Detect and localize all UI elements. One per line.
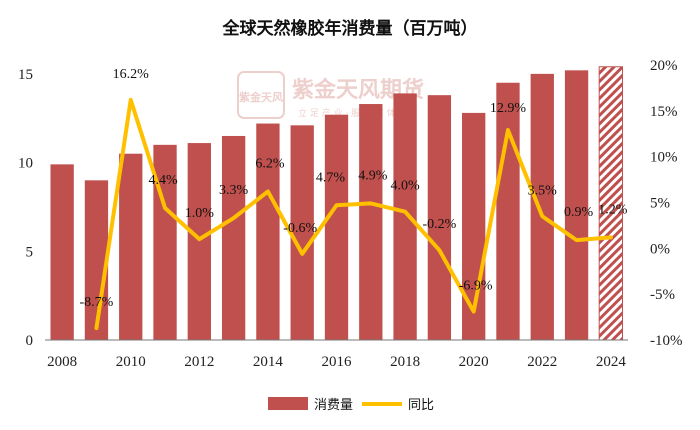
- bar-2022: [530, 73, 554, 340]
- y-right-tick-10: 10%: [650, 150, 678, 166]
- data-label-2019: -0.2%: [422, 217, 456, 232]
- data-label-2011: 4.4%: [148, 173, 178, 188]
- line-yoy: [94, 97, 613, 331]
- data-label-2020: -6.9%: [459, 279, 493, 294]
- data-label-2013: 3.3%: [219, 183, 249, 198]
- data-label-2010: 16.2%: [113, 67, 150, 82]
- x-tick-2016: 2016: [322, 354, 353, 370]
- x-tick-2020: 2020: [459, 354, 489, 370]
- chart-title: 全球天然橡胶年消费量（百万吨）: [222, 19, 478, 39]
- data-label-2018: 4.0%: [391, 179, 421, 194]
- bar-2012: [187, 143, 211, 340]
- x-tick-2010: 2010: [116, 354, 146, 370]
- bar-2018: [393, 93, 417, 340]
- y-right-tick--5: -5%: [650, 287, 675, 303]
- bar-2021: [496, 82, 520, 340]
- x-tick-2012: 2012: [184, 354, 214, 370]
- data-label-2017: 4.9%: [358, 168, 388, 183]
- y-right-tick-0: 0%: [650, 241, 670, 257]
- x-tick-2024: 2024: [596, 354, 627, 370]
- y-right-tick-15: 15%: [650, 104, 678, 120]
- bar-2015: [290, 125, 314, 341]
- bar-2014: [256, 123, 280, 340]
- y-left-tick-15: 15: [18, 67, 33, 83]
- data-label-2021: 12.9%: [490, 101, 527, 116]
- y-left-tick-5: 5: [26, 244, 34, 260]
- x-tick-2018: 2018: [390, 354, 420, 370]
- bar-2023: [564, 70, 589, 341]
- legend-swatch-bar: [268, 397, 308, 410]
- bar-2010: [119, 153, 143, 340]
- bar-2017: [359, 104, 383, 340]
- y-left-tick-0: 0: [26, 333, 34, 349]
- bar-2008: [50, 164, 74, 340]
- y-left-tick-10: 10: [18, 156, 33, 172]
- bar-2019: [427, 95, 452, 341]
- y-right-tick-5: 5%: [650, 196, 670, 212]
- line-series-group: [94, 97, 613, 331]
- x-tick-2008: 2008: [47, 354, 77, 370]
- data-label-2015: -0.6%: [283, 221, 317, 236]
- legend: 消费量 同比: [268, 397, 434, 413]
- bar-2013: [221, 135, 246, 340]
- data-label-2012: 1.0%: [185, 206, 215, 221]
- data-label-2014: 6.2%: [255, 157, 285, 172]
- y-right-tick-20: 20%: [650, 58, 678, 74]
- data-label-2022: 3.5%: [528, 183, 558, 198]
- data-label-2016: 4.7%: [316, 170, 346, 185]
- watermark-logo: 紫金天风: [239, 90, 283, 104]
- data-label-2009: -8.7%: [80, 295, 114, 310]
- axes: 0 5 10 15 -10% -5% 0% 5% 10% 15% 20% 2008 2010 2012 20…: [18, 58, 683, 370]
- legend-label-bar: 消费量: [314, 398, 353, 413]
- legend-label-line: 同比: [408, 398, 434, 413]
- x-tick-2022: 2022: [527, 354, 557, 370]
- watermark-logo-frame: [237, 71, 285, 119]
- bar-2016: [324, 114, 349, 340]
- y-right-tick--10: -10%: [650, 333, 683, 349]
- x-tick-2014: 2014: [253, 354, 284, 370]
- data-label-2024: 1.2%: [598, 202, 628, 217]
- data-labels: -8.7% 16.2% 4.4% 1.0% 3.3% 6.2% -0.6% 4.7% 4.9%4…: [80, 67, 628, 310]
- data-label-2023: 0.9%: [564, 205, 594, 220]
